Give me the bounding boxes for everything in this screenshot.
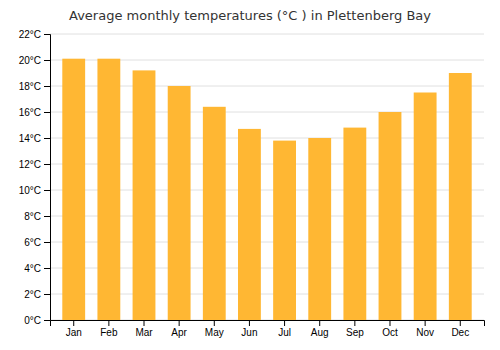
tick: 20°C	[19, 55, 50, 66]
tick-label: 0°C	[24, 315, 41, 326]
tick: 0°C	[24, 315, 50, 326]
tick-mark	[144, 320, 145, 326]
tick-label: 20°C	[19, 55, 41, 66]
tick: 8°C	[24, 211, 50, 222]
tick-mark	[354, 320, 355, 326]
tick-label: Aug	[311, 327, 329, 338]
tick: 10°C	[19, 185, 50, 196]
tick-label: Nov	[416, 327, 434, 338]
tick: Jan	[66, 320, 82, 338]
tick-mark	[319, 320, 320, 326]
tick-label: Jan	[66, 327, 82, 338]
tick-label: 16°C	[19, 107, 41, 118]
tick-mark	[44, 112, 50, 113]
tick: Mar	[135, 320, 153, 338]
tick: 2°C	[24, 289, 50, 300]
bar	[238, 129, 261, 320]
tick-mark	[44, 86, 50, 87]
tick: 18°C	[19, 81, 50, 92]
tick-label: 4°C	[24, 263, 41, 274]
chart: 0°C 2°C 4°C 6°C 8°C 10°C 12°C 14°C 16°C 18°C 20°C 2…	[0, 0, 500, 350]
tick-mark	[44, 34, 50, 35]
y-axis: 0°C 2°C 4°C 6°C 8°C 10°C 12°C 14°C 16°C 18°C 20°C 2…	[19, 29, 51, 326]
tick-mark	[284, 320, 285, 326]
tick: 16°C	[19, 107, 50, 118]
tick-mark	[249, 320, 250, 326]
tick: May	[205, 320, 224, 338]
tick: 14°C	[19, 133, 50, 144]
tick: Dec	[451, 320, 469, 338]
tick-label: 6°C	[24, 237, 41, 248]
x-axis: Jan Feb Mar Apr May Jun Jul Aug Sep Oct Nov Dec	[51, 320, 485, 338]
bar	[97, 59, 120, 320]
tick-label: 12°C	[19, 159, 41, 170]
tick-mark	[108, 320, 109, 326]
bar	[308, 138, 331, 320]
plot: 0°C 2°C 4°C 6°C 8°C 10°C 12°C 14°C 16°C 18°C 20°C 2…	[19, 29, 485, 338]
axis-line	[44, 35, 51, 321]
bar	[414, 93, 437, 321]
tick-label: 22°C	[19, 29, 41, 40]
grid-line	[50, 34, 484, 35]
tick-label: Oct	[382, 327, 398, 338]
bar	[168, 86, 191, 320]
bar	[62, 59, 85, 320]
tick: Jul	[278, 320, 291, 338]
tick-mark	[44, 294, 50, 295]
grid	[50, 34, 484, 320]
tick: Oct	[382, 320, 398, 338]
bar	[343, 128, 366, 320]
tick-mark	[44, 320, 50, 321]
tick: Sep	[346, 320, 364, 338]
tick-mark	[44, 216, 50, 217]
tick: 4°C	[24, 263, 50, 274]
tick-mark	[44, 138, 50, 139]
tick-label: Apr	[171, 327, 187, 338]
bar	[379, 112, 402, 320]
bar	[449, 73, 472, 320]
tick-label: 10°C	[19, 185, 41, 196]
tick-label: Jun	[241, 327, 257, 338]
bar	[273, 141, 296, 320]
bars	[62, 59, 471, 320]
tick: Nov	[416, 320, 434, 338]
tick-mark	[44, 164, 50, 165]
tick-label: Feb	[100, 327, 118, 338]
tick-label: Dec	[451, 327, 469, 338]
title: Average monthly temperatures (°C ) in Pl…	[69, 8, 431, 23]
tick-label: 18°C	[19, 81, 41, 92]
tick: 22°C	[19, 29, 50, 40]
tick: Aug	[311, 320, 329, 338]
tick-label: 8°C	[24, 211, 41, 222]
tick-label: Sep	[346, 327, 364, 338]
tick-mark	[425, 320, 426, 326]
tick-label: Mar	[135, 327, 153, 338]
tick-mark	[44, 60, 50, 61]
tick-mark	[460, 320, 461, 326]
tick-mark	[44, 190, 50, 191]
tick-mark	[44, 268, 50, 269]
tick: Feb	[100, 320, 118, 338]
tick: 12°C	[19, 159, 50, 170]
tick-label: May	[205, 327, 224, 338]
tick-label: 2°C	[24, 289, 41, 300]
tick: 6°C	[24, 237, 50, 248]
tick-mark	[389, 320, 390, 326]
tick: Jun	[241, 320, 257, 338]
tick-mark	[214, 320, 215, 326]
bar	[133, 70, 156, 320]
tick-mark	[73, 320, 74, 326]
tick-mark	[44, 242, 50, 243]
tick-label: 14°C	[19, 133, 41, 144]
axis-line	[51, 321, 485, 327]
tick: Apr	[171, 320, 187, 338]
bar	[203, 107, 226, 320]
tick-label: Jul	[278, 327, 291, 338]
tick-mark	[179, 320, 180, 326]
